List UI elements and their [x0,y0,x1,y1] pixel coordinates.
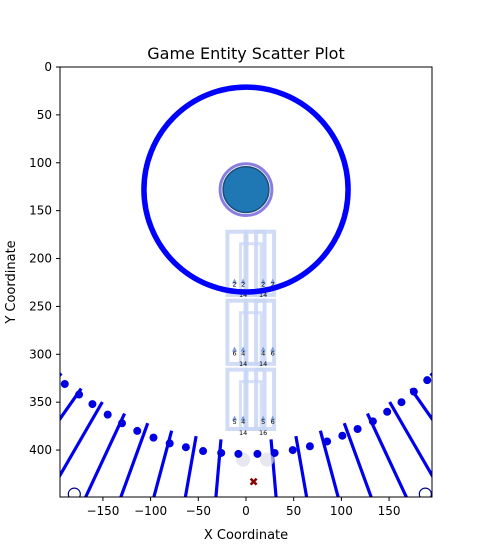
small-label-6: 6 [232,349,236,357]
arc-dot-7 [165,439,174,448]
arc-dot-11 [234,449,243,458]
arc-dot-14 [288,446,297,455]
arc-dot-10 [217,448,226,457]
arc-dot-9 [199,447,208,456]
arc-dot-17 [338,431,347,440]
x-tick-label-5: 100 [330,504,353,518]
plot-area: 2 2 2 214 146 4 4 614 145 4 5 614 16 [60,84,432,497]
arc-dot-6 [149,433,158,442]
ray-line-9 [83,412,127,497]
arc-dot-5 [133,426,142,435]
small-label-14: 5 [261,418,265,426]
y-tick-label-0: 0 [44,60,52,74]
small-label-0: 2 [232,280,236,288]
big-ring [141,84,351,295]
arc-dot-1 [75,390,84,399]
y-tick-label-4: 200 [29,252,52,266]
ray-line-10 [119,422,150,497]
y-tick-label-3: 150 [29,204,52,218]
arc-dot-3 [103,410,112,419]
player-halo [218,162,274,217]
corner-circle-1 [418,487,432,497]
small-label-15: 6 [271,418,275,426]
small-label-1: 2 [241,280,245,288]
small-label-3: 2 [271,280,275,288]
small-triangle-0 [232,278,238,284]
ray-line-18 [365,412,409,497]
small-triangle-10 [260,415,266,421]
y-tick-label-7: 350 [29,395,52,409]
column-frame-2 [238,380,263,431]
small-label-8: 4 [261,349,265,357]
ghost-circle-1 [259,452,274,467]
player-circle [222,165,270,214]
y-axis-ticks: 0 50 100 150 200 250 300 350 400 [29,60,60,457]
arc-dot-18 [353,425,362,434]
small-label-7: 4 [241,349,245,357]
corner-circle-0 [67,487,81,497]
arc-dot-20 [383,407,392,416]
x-tick-label-6: 150 [378,504,401,518]
x-axis-ticks: −150 −100 −50 0 50 100 150 [86,497,401,518]
small-label-12: 5 [232,418,236,426]
y-tick-label-2: 100 [29,156,52,170]
arc-dot-13 [270,448,279,457]
small-triangle-5 [240,346,246,352]
small-label-2: 2 [261,280,265,288]
column-frame-1 [238,311,263,366]
small-label-16: 14 [239,429,247,437]
small-label-10: 14 [239,360,247,368]
arc-dot-19 [368,417,377,426]
arc-dot-22 [409,387,418,396]
small-label-4: 14 [239,291,247,299]
arc-dot-15 [305,442,314,451]
arc-dot-16 [323,437,332,446]
x-axis-label: X Coordinate [204,528,288,543]
small-triangle-2 [260,278,266,284]
ray-line-16 [318,430,340,497]
arc-dot-0 [60,379,69,388]
small-triangle-1 [240,278,246,284]
small-label-11: 14 [259,360,267,368]
column-block-1-2 [254,298,277,366]
y-tick-label-5: 250 [29,299,52,313]
y-tick-label-8: 400 [29,443,52,457]
small-triangle-9 [240,415,246,421]
small-triangle-11 [270,415,276,421]
small-label-13: 4 [241,418,245,426]
column-block-2-2 [254,367,277,432]
x-tick-label-2: −50 [186,504,211,518]
small-label-17: 16 [259,429,267,437]
x-tick-label-4: 50 [286,504,301,518]
arc-dot-21 [397,398,406,407]
x-tick-label-1: −100 [134,504,167,518]
ray-line-19 [388,401,432,479]
red-x-marker [249,477,258,486]
small-triangle-6 [260,346,266,352]
ray-line-11 [152,430,174,497]
small-triangle-7 [270,346,276,352]
small-triangle-8 [232,415,238,421]
y-tick-label-6: 300 [29,347,52,361]
column-frame-0 [238,242,263,297]
arc-dot-4 [118,419,126,428]
y-axis-label: Y Coordinate [4,240,19,324]
x-tick-label-3: 0 [242,504,250,518]
small-triangle-3 [270,278,276,284]
chart-title: Game Entity Scatter Plot [147,44,344,63]
x-tick-label-0: −150 [86,504,119,518]
arc-dot-12 [253,449,262,458]
y-tick-label-1: 50 [37,108,52,122]
ray-line-8 [60,401,104,479]
arc-dot-8 [181,443,190,452]
ray-line-17 [342,422,373,497]
small-label-9: 6 [271,349,275,357]
column-block-0-2 [254,229,277,297]
arc-dot-2 [88,400,97,409]
small-label-5: 14 [259,291,267,299]
small-triangle-4 [232,346,238,352]
arc-dot-23 [423,376,432,385]
